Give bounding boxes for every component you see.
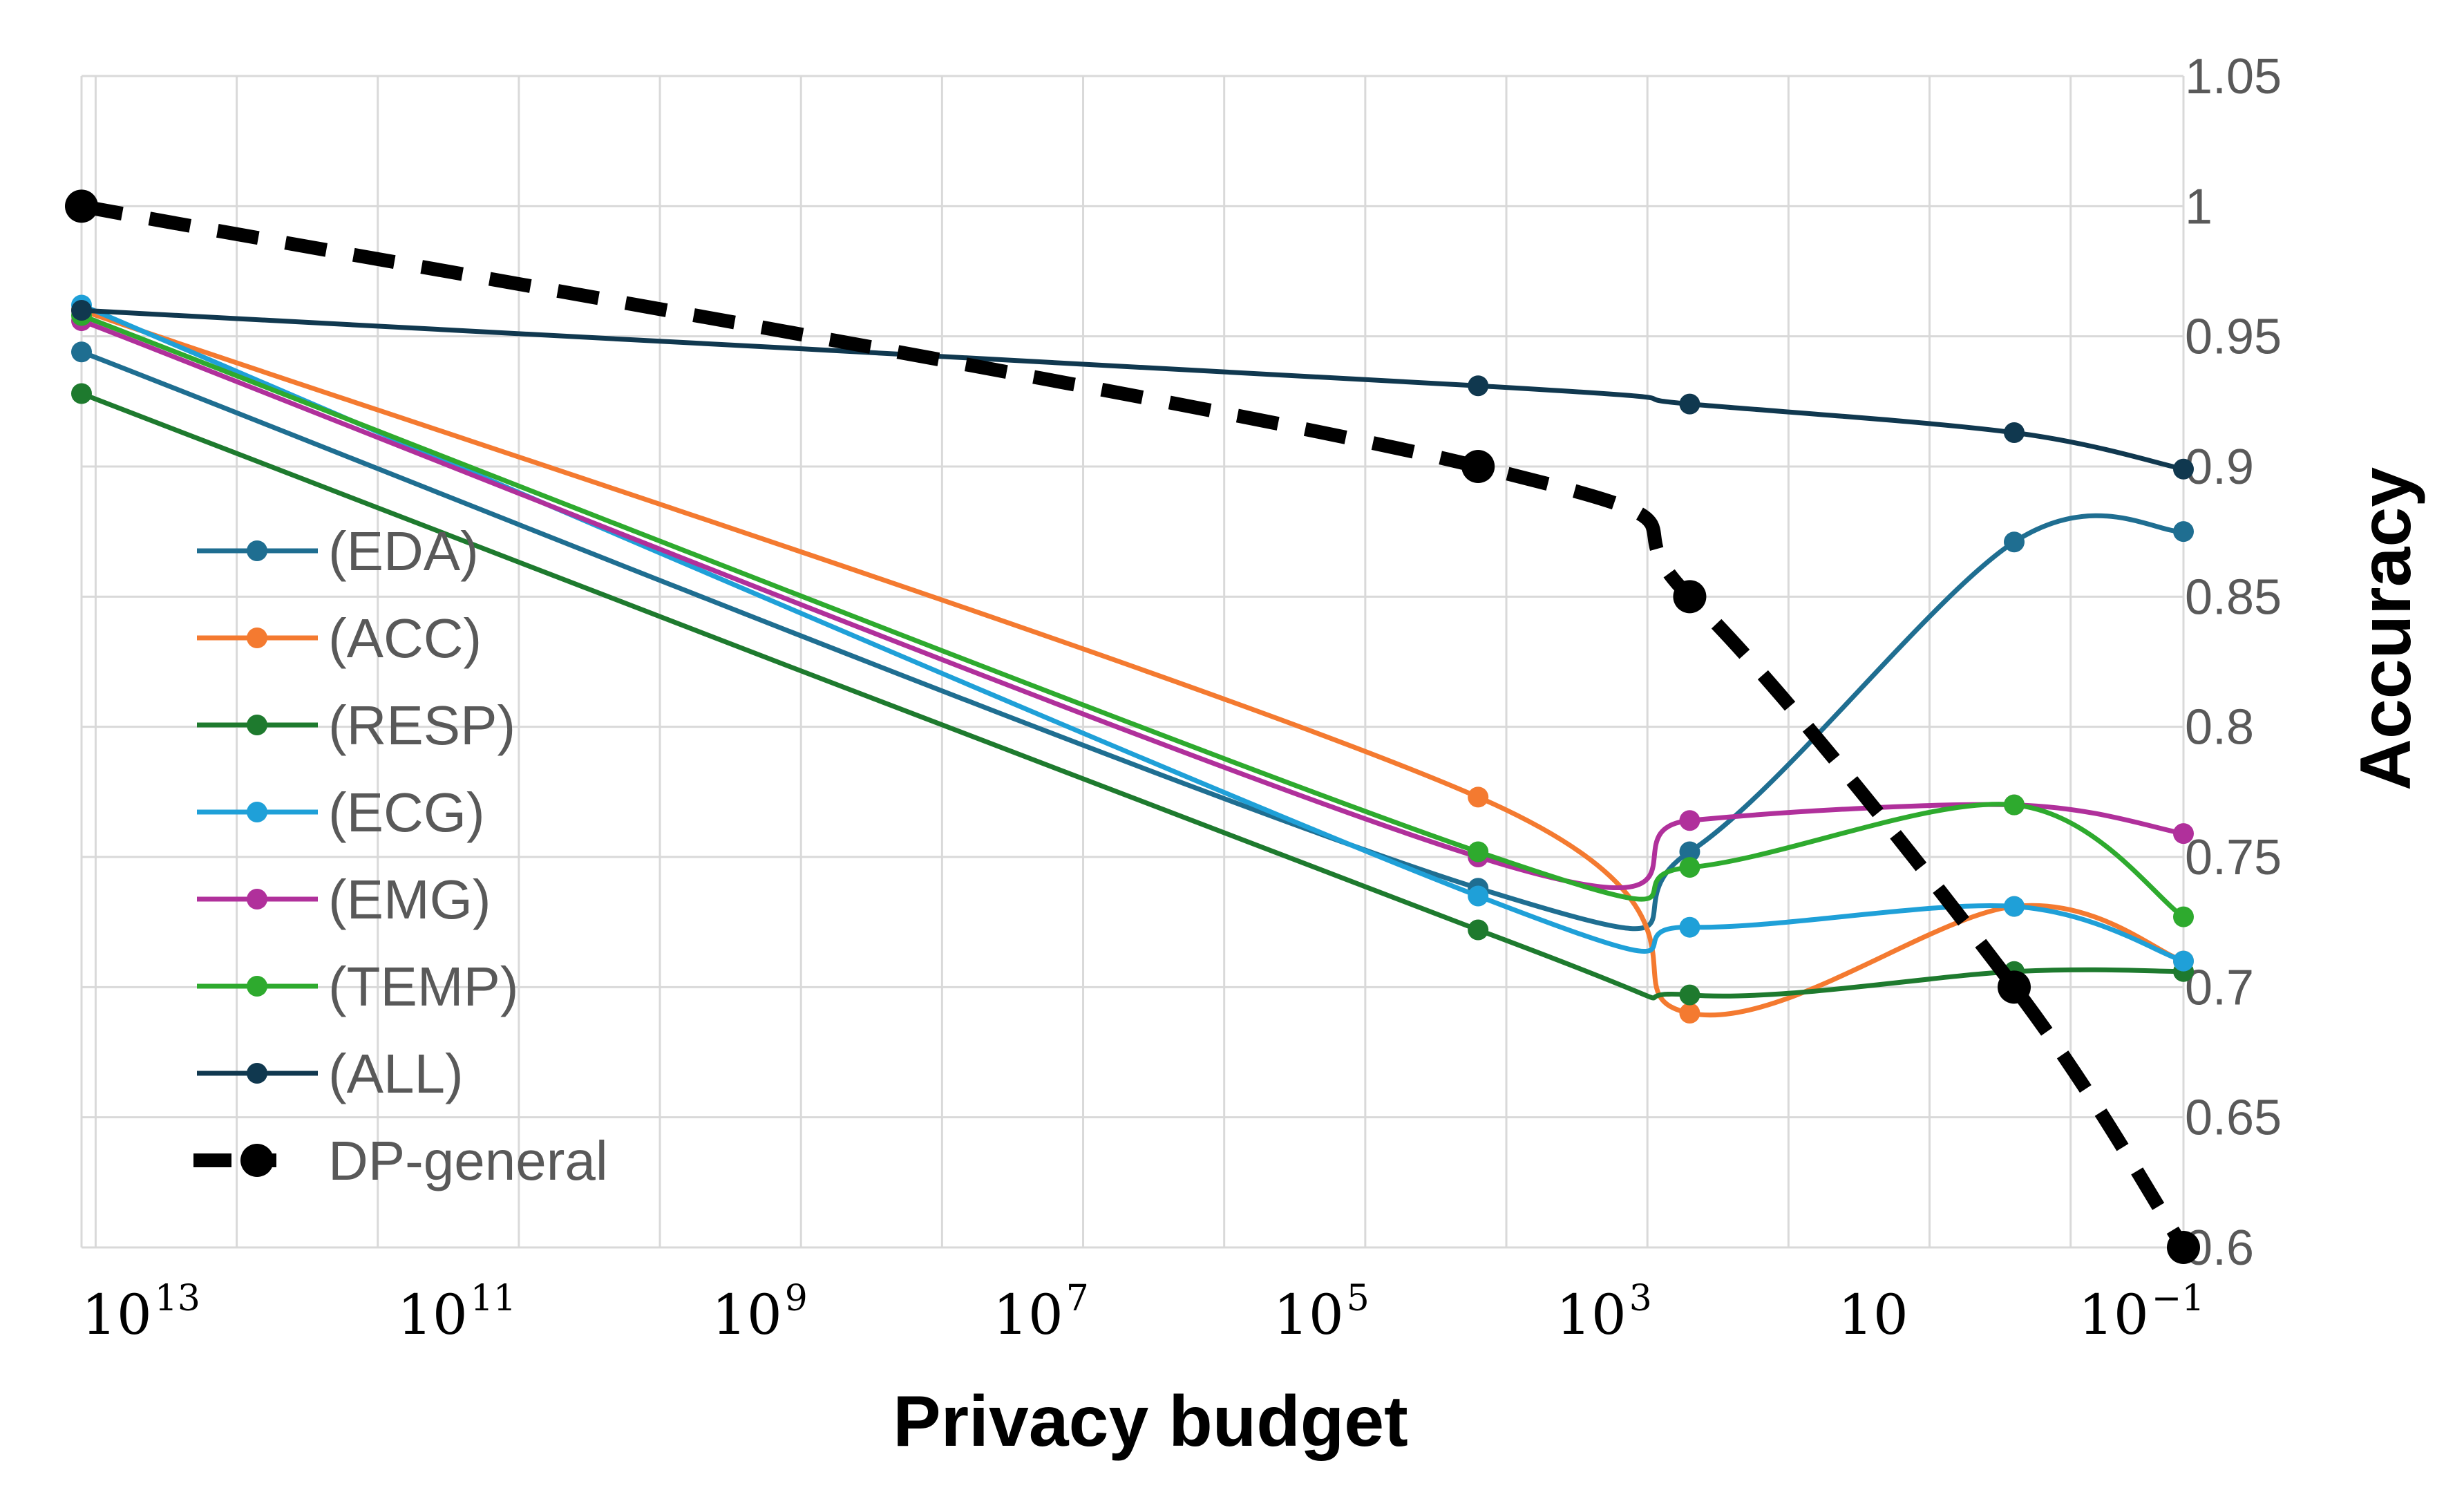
legend-label: (ACC)	[328, 607, 482, 669]
data-point	[1998, 970, 2031, 1004]
data-point	[71, 341, 92, 363]
x-tick-exponent: −1	[2152, 1278, 2205, 1319]
data-point	[2173, 950, 2194, 972]
data-point	[2004, 422, 2025, 444]
series-layer	[65, 189, 2200, 1264]
data-point	[1673, 580, 1707, 614]
data-point	[1679, 393, 1700, 415]
x-tick-exponent: 3	[1629, 1278, 1652, 1319]
y-tick-label: 0.85	[2185, 569, 2282, 625]
data-point	[2173, 521, 2194, 543]
y-tick-label: 0.8	[2185, 700, 2254, 755]
data-point	[65, 189, 98, 223]
data-point	[1679, 857, 1700, 878]
x-tick-exponent: 7	[1066, 1278, 1089, 1319]
x-axis-ticks: 1013 1011 109 107 105 103 10 10−1	[82, 1278, 2204, 1347]
legend-marker	[247, 802, 267, 822]
legend-marker	[247, 540, 267, 561]
legend-marker	[247, 1063, 267, 1084]
legend-item: (EDA)	[197, 520, 479, 582]
legend-label: (ALL)	[328, 1043, 464, 1104]
data-point	[2173, 823, 2194, 845]
data-point	[2167, 1231, 2200, 1264]
grid	[80, 75, 2185, 1249]
legend-label: (EDA)	[328, 520, 479, 582]
x-tick-label: 10−1	[2078, 1278, 2204, 1347]
data-point	[1468, 841, 1489, 862]
legend-label: DP-general	[328, 1130, 608, 1191]
y-tick-label: 0.75	[2185, 830, 2282, 885]
legend-label: (TEMP)	[328, 956, 519, 1017]
legend-marker	[240, 1144, 274, 1177]
data-point	[1468, 885, 1489, 907]
data-point	[1679, 984, 1700, 1006]
legend-item: (ACC)	[197, 607, 482, 669]
data-point	[1468, 786, 1489, 808]
data-point	[2173, 458, 2194, 480]
legend-marker	[247, 889, 267, 909]
x-tick-exponent: 13	[155, 1278, 200, 1319]
data-point	[1679, 916, 1700, 938]
data-point	[1461, 450, 1495, 483]
legend-label: (RESP)	[328, 695, 515, 756]
legend-item: (ALL)	[197, 1043, 464, 1104]
data-point	[1468, 375, 1489, 397]
data-point	[71, 300, 92, 321]
data-point	[1679, 810, 1700, 831]
x-axis-title: Privacy budget	[893, 1382, 1408, 1462]
y-tick-label: 1	[2185, 179, 2212, 234]
x-tick-exponent: 5	[1347, 1278, 1370, 1319]
legend-item: (RESP)	[197, 695, 515, 756]
y-tick-label: 0.95	[2185, 310, 2282, 365]
legend-marker	[247, 715, 267, 735]
legend-marker	[247, 628, 267, 648]
data-point	[1468, 919, 1489, 941]
y-axis-title: Accuracy	[2346, 467, 2426, 791]
series-all	[71, 300, 2194, 480]
y-tick-label: 0.9	[2185, 440, 2254, 495]
series-dp-general	[65, 189, 2200, 1264]
legend-marker	[247, 976, 267, 997]
legend-label: (EMG)	[328, 869, 491, 930]
x-tick-label: 10	[1838, 1283, 1908, 1347]
legend: (EDA) (ACC) (RESP) (ECG) (EMG) (TEMP) (ALL) DP-…	[193, 520, 608, 1191]
data-point	[1679, 1003, 1700, 1024]
data-point	[2004, 896, 2025, 917]
x-tick-exponent: 11	[471, 1278, 516, 1319]
data-point	[2004, 794, 2025, 816]
data-point	[2173, 906, 2194, 927]
legend-item: (TEMP)	[197, 956, 519, 1017]
y-tick-label: 0.65	[2185, 1091, 2282, 1146]
data-point	[71, 383, 92, 404]
legend-item: (EMG)	[197, 869, 491, 930]
legend-item: (ECG)	[197, 782, 485, 843]
legend-item: DP-general	[193, 1130, 608, 1191]
data-point	[2004, 531, 2025, 553]
x-tick-exponent: 9	[785, 1278, 808, 1319]
y-tick-label: 1.05	[2185, 49, 2282, 104]
legend-label: (ECG)	[328, 782, 485, 843]
data-point	[1679, 841, 1700, 862]
y-tick-label: 0.7	[2185, 960, 2254, 1015]
